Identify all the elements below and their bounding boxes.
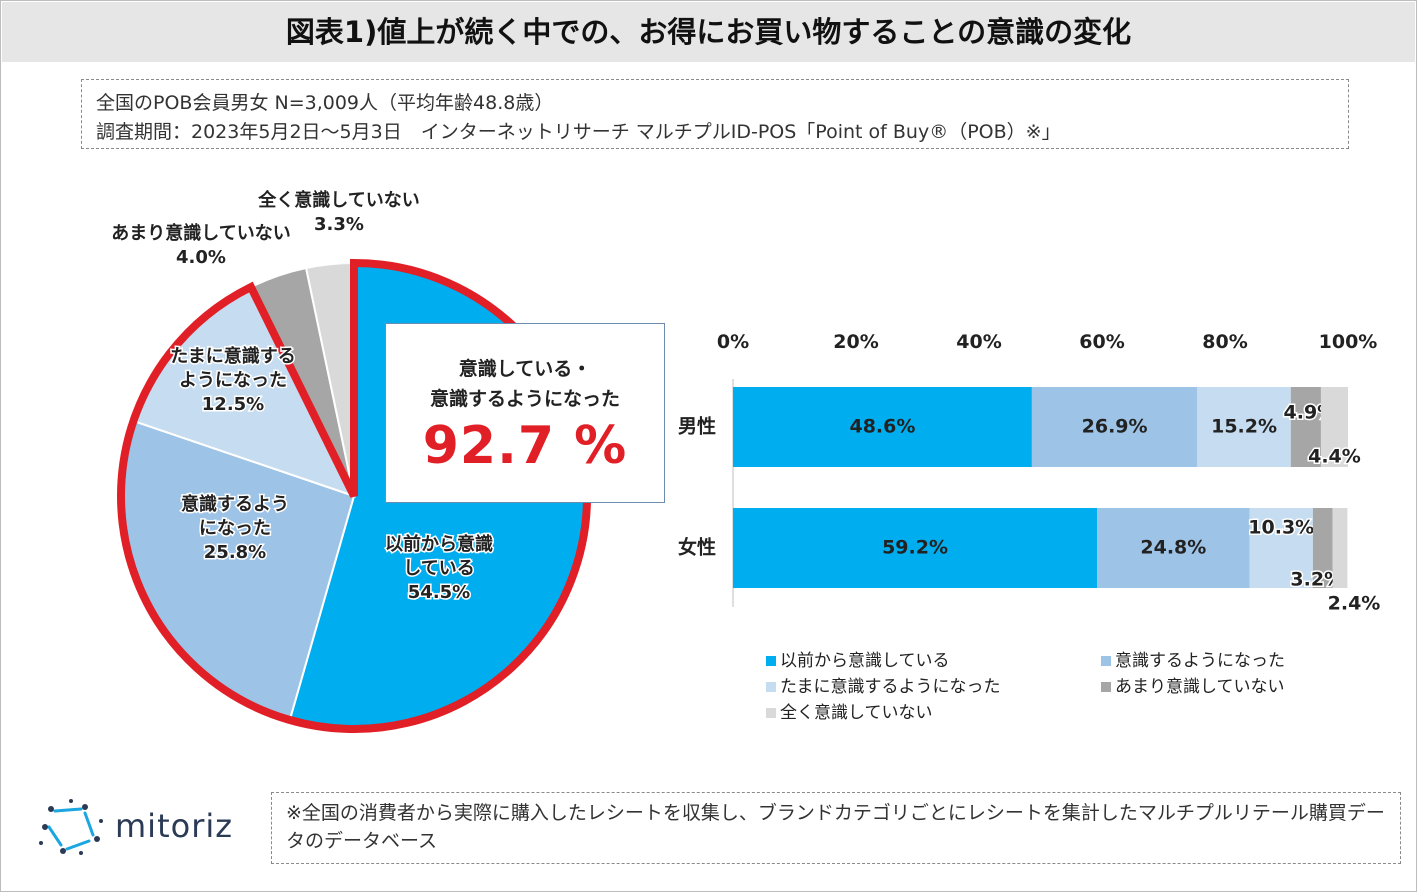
- pie-category-label: ようになった: [179, 370, 287, 391]
- x-tick-label: 60%: [1079, 331, 1124, 353]
- legend-swatch: [1101, 656, 1111, 666]
- bar-value-label: 4.4%: [1308, 446, 1361, 468]
- bar-value-label: 26.9%: [1082, 416, 1148, 438]
- x-tick-label: 20%: [833, 331, 878, 353]
- x-tick-label: 40%: [956, 331, 1001, 353]
- pie-value-label: 25.8%: [204, 542, 266, 563]
- bar-value-label: 24.8%: [1140, 537, 1206, 559]
- x-tick-label: 0%: [717, 331, 749, 353]
- legend-label: たまに意識するようになった: [780, 677, 1001, 697]
- callout-value: 92.7 %: [422, 416, 628, 476]
- callout-label-1: 意識している・: [458, 358, 592, 380]
- bar-value-label: 59.2%: [882, 537, 948, 559]
- stacked-bar-chart: 0% 20% 40% 60% 80% 100%男性 48.6% 26.9% 15.2%4.9%4…: [678, 331, 1382, 616]
- bar-value-label: 2.4%: [1328, 593, 1381, 615]
- bar-segment: [1249, 508, 1313, 588]
- legend-swatch: [766, 656, 776, 666]
- bar-segment: [1197, 387, 1291, 467]
- legend-item-3: たまに意識するようになった: [766, 672, 1001, 697]
- highlight-callout: 意識している・ 意識するようになった 92.7 %: [385, 323, 665, 503]
- legend-item-1: 以前から意識している: [766, 646, 950, 671]
- legend-swatch: [1101, 682, 1111, 692]
- bar-value-label: 10.3%: [1248, 517, 1314, 539]
- pie-value-label: 3.3%: [314, 214, 364, 235]
- logo-mark-icon: [39, 799, 103, 855]
- mitoriz-logo: mitoriz: [37, 797, 267, 857]
- survey-info-box: 全国のPOB会員男女 N=3,009人（平均年齢48.8歳） 調査期間：2023…: [81, 79, 1349, 149]
- bar-segment: [733, 508, 1098, 588]
- bar-segment: [733, 387, 1032, 467]
- pie-category-label: たまに意識する: [170, 345, 295, 367]
- chart-legend: 以前から意識している 意識するようになった たまに意識するようになった あまり意…: [766, 646, 1326, 726]
- category-label: 女性: [678, 536, 716, 559]
- bar-segment: [1290, 387, 1321, 467]
- callout-label-2: 意識するようになった: [429, 388, 620, 410]
- legend-item-2: 意識するようになった: [1101, 646, 1285, 671]
- bar-value-label: 15.2%: [1211, 416, 1277, 438]
- pie-category-label: になった: [199, 518, 271, 539]
- pie-value-label: 12.5%: [202, 394, 264, 415]
- legend-swatch: [766, 708, 776, 718]
- bar-value-label: 3.2%: [1290, 569, 1343, 591]
- category-label: 男性: [678, 415, 716, 438]
- legend-item-5: 全く意識していない: [766, 698, 933, 723]
- pie-category-label: 以前から意識: [385, 533, 493, 555]
- pie-category-label: 全く意識していない: [257, 189, 419, 211]
- legend-swatch: [766, 682, 776, 692]
- x-tick-label: 100%: [1319, 331, 1378, 353]
- bar-segment: [1332, 508, 1348, 588]
- x-tick-label: 80%: [1202, 331, 1247, 353]
- legend-label: 全く意識していない: [780, 703, 933, 723]
- legend-label: あまり意識していない: [1115, 677, 1285, 697]
- footnote-text: ※全国の消費者から実際に購入したレシートを収集し、ブランドカテゴリごとにレシート…: [286, 802, 1385, 852]
- pie-value-label: 54.5%: [408, 582, 470, 603]
- legend-label: 意識するようになった: [1115, 651, 1285, 671]
- legend-label: 以前から意識している: [780, 651, 950, 671]
- survey-info-line-1: 全国のPOB会員男女 N=3,009人（平均年齢48.8歳）: [96, 92, 554, 114]
- bar-segment: [1097, 508, 1250, 588]
- title-bar: 図表1)値上が続く中での、お得にお買い物することの意識の変化: [2, 2, 1415, 62]
- pie-value-label: 4.0%: [176, 247, 226, 268]
- bar-segment: [1031, 387, 1198, 467]
- bar-segment: [1320, 387, 1348, 467]
- pie-category-label: している: [403, 558, 474, 579]
- survey-info-line-2: 調査期間：2023年5月2日～5月3日 インターネットリサーチ マルチプルID-…: [96, 121, 1061, 143]
- page-title: 図表1)値上が続く中での、お得にお買い物することの意識の変化: [285, 15, 1132, 49]
- bar-value-label: 48.6%: [849, 416, 915, 438]
- bar-segment: [1312, 508, 1333, 588]
- logo-wordmark: mitoriz: [115, 807, 234, 845]
- footnote-box: ※全国の消費者から実際に購入したレシートを収集し、ブランドカテゴリごとにレシート…: [271, 792, 1401, 864]
- pie-category-label: あまり意識していない: [111, 222, 290, 244]
- legend-item-4: あまり意識していない: [1101, 672, 1285, 697]
- pie-category-label: 意識するよう: [181, 493, 289, 515]
